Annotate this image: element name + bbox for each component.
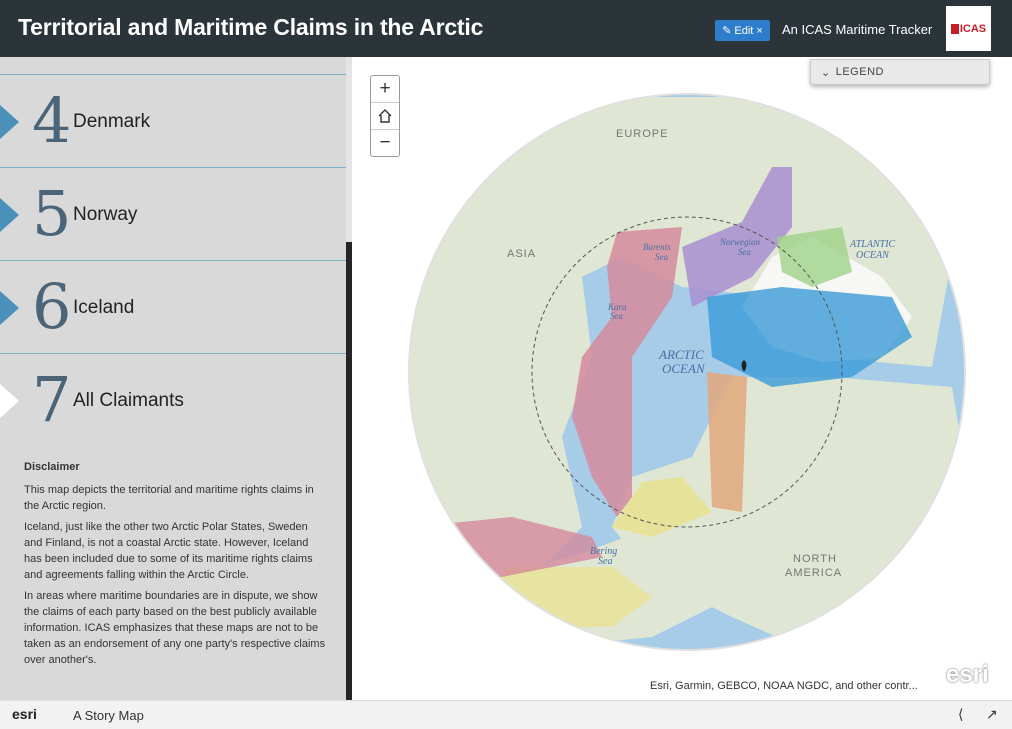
icas-logo[interactable]: ICAS: [946, 6, 991, 51]
powered-by-esri-logo[interactable]: esri: [946, 661, 989, 688]
map-attribution: Esri, Garmin, GEBCO, NOAA NGDC, and othe…: [650, 680, 918, 692]
canada-claim: [707, 372, 747, 512]
denmark-claim: [707, 287, 912, 387]
label-north: NORTH: [793, 553, 837, 565]
label-norwegian: Norwegian: [719, 237, 761, 247]
arrow-icon: [0, 384, 19, 418]
sidebar-item-denmark[interactable]: 4 Denmark: [0, 74, 346, 167]
label-kara: Kara: [607, 302, 627, 312]
label-barents: Barents: [643, 242, 671, 252]
label-bering-sea: Sea: [598, 556, 612, 567]
item-label: Denmark: [73, 111, 151, 132]
eurasia-land: [409, 97, 952, 617]
pencil-icon: ✎: [722, 25, 732, 37]
globe-outline: [408, 93, 966, 651]
esri-footer-logo[interactable]: esri: [12, 706, 37, 722]
legend-label: LEGEND: [835, 66, 884, 78]
edit-button[interactable]: ✎ Edit ×: [715, 20, 770, 41]
label-barents-sea: Sea: [655, 252, 668, 262]
scrollbar-thumb[interactable]: [346, 242, 352, 700]
legend-toggle[interactable]: ⌄ LEGEND: [810, 59, 990, 85]
label-norwegian-sea: Sea: [738, 247, 751, 257]
home-button[interactable]: [371, 103, 399, 130]
chevron-down-icon: ⌄: [821, 66, 831, 79]
zoom-controls: + −: [370, 75, 400, 157]
label-bering: Bering: [590, 546, 617, 557]
disclaimer-paragraph: This map depicts the territorial and mar…: [24, 484, 314, 512]
logo-text: ICAS: [959, 22, 987, 35]
iceland-claim: [777, 227, 852, 287]
logo-mark-icon: [950, 23, 959, 34]
sidebar-item-norway[interactable]: 5 Norway: [0, 167, 346, 260]
label-arctic: ARCTIC: [658, 347, 704, 362]
sidebar-item-iceland[interactable]: 6 Iceland: [0, 260, 346, 353]
sidebar: 4 Denmark 5 Norway 6 Iceland 7 All Claim…: [0, 57, 352, 700]
share-icon[interactable]: ⟨: [958, 706, 964, 722]
page-title: Territorial and Maritime Claims in the A…: [18, 14, 484, 40]
label-arctic-ocean: OCEAN: [662, 361, 706, 376]
item-number: 6: [32, 270, 72, 343]
label-europe: EUROPE: [616, 128, 668, 140]
item-number: 7: [32, 363, 72, 436]
arctic-circle: [531, 216, 843, 528]
item-number: 4: [32, 84, 72, 157]
disclaimer: Disclaimer This map depicts the territor…: [24, 459, 329, 673]
map-view[interactable]: EUROPE ASIA Barents Sea Norwegian Sea AT…: [352, 57, 1012, 700]
label-kara-sea: Sea: [610, 311, 623, 321]
home-icon: [378, 109, 392, 123]
zoom-out-button[interactable]: −: [379, 132, 391, 153]
norway-claim: [682, 167, 792, 307]
arrow-icon: [0, 291, 19, 325]
sidebar-item-all-claimants[interactable]: 7 All Claimants: [0, 353, 346, 446]
footer-bar: esri A Story Map ⟨ ↗: [0, 700, 1012, 729]
item-label: Iceland: [73, 297, 135, 318]
label-atlantic-ocean: OCEAN: [856, 250, 890, 261]
edit-label: Edit ×: [734, 24, 763, 37]
usa-claim: [612, 477, 712, 537]
open-external-icon[interactable]: ↗: [986, 706, 998, 722]
disclaimer-paragraph: In areas where maritime boundaries are i…: [24, 590, 326, 666]
header-bar: Territorial and Maritime Claims in the A…: [0, 0, 1012, 57]
label-america: AMERICA: [785, 567, 842, 579]
arctic-map[interactable]: EUROPE ASIA Barents Sea Norwegian Sea AT…: [352, 57, 1012, 700]
item-label: All Claimants: [73, 390, 184, 411]
story-map-label: A Story Map: [73, 708, 144, 723]
arrow-icon: [0, 105, 19, 139]
disclaimer-paragraph: Iceland, just like the other two Arctic …: [24, 521, 313, 581]
tracker-link[interactable]: An ICAS Maritime Tracker: [782, 22, 933, 37]
arrow-icon: [0, 198, 19, 232]
pole-marker-icon: [741, 360, 747, 372]
label-atlantic: ATLANTIC: [849, 239, 896, 250]
label-asia: ASIA: [507, 248, 536, 260]
sidebar-panel: 4 Denmark 5 Norway 6 Iceland 7 All Claim…: [0, 57, 346, 700]
disclaimer-title: Disclaimer: [24, 461, 80, 473]
item-label: Norway: [73, 204, 138, 225]
item-number: 5: [32, 177, 72, 250]
russia-claim: [572, 227, 682, 517]
zoom-in-button[interactable]: +: [371, 76, 399, 103]
